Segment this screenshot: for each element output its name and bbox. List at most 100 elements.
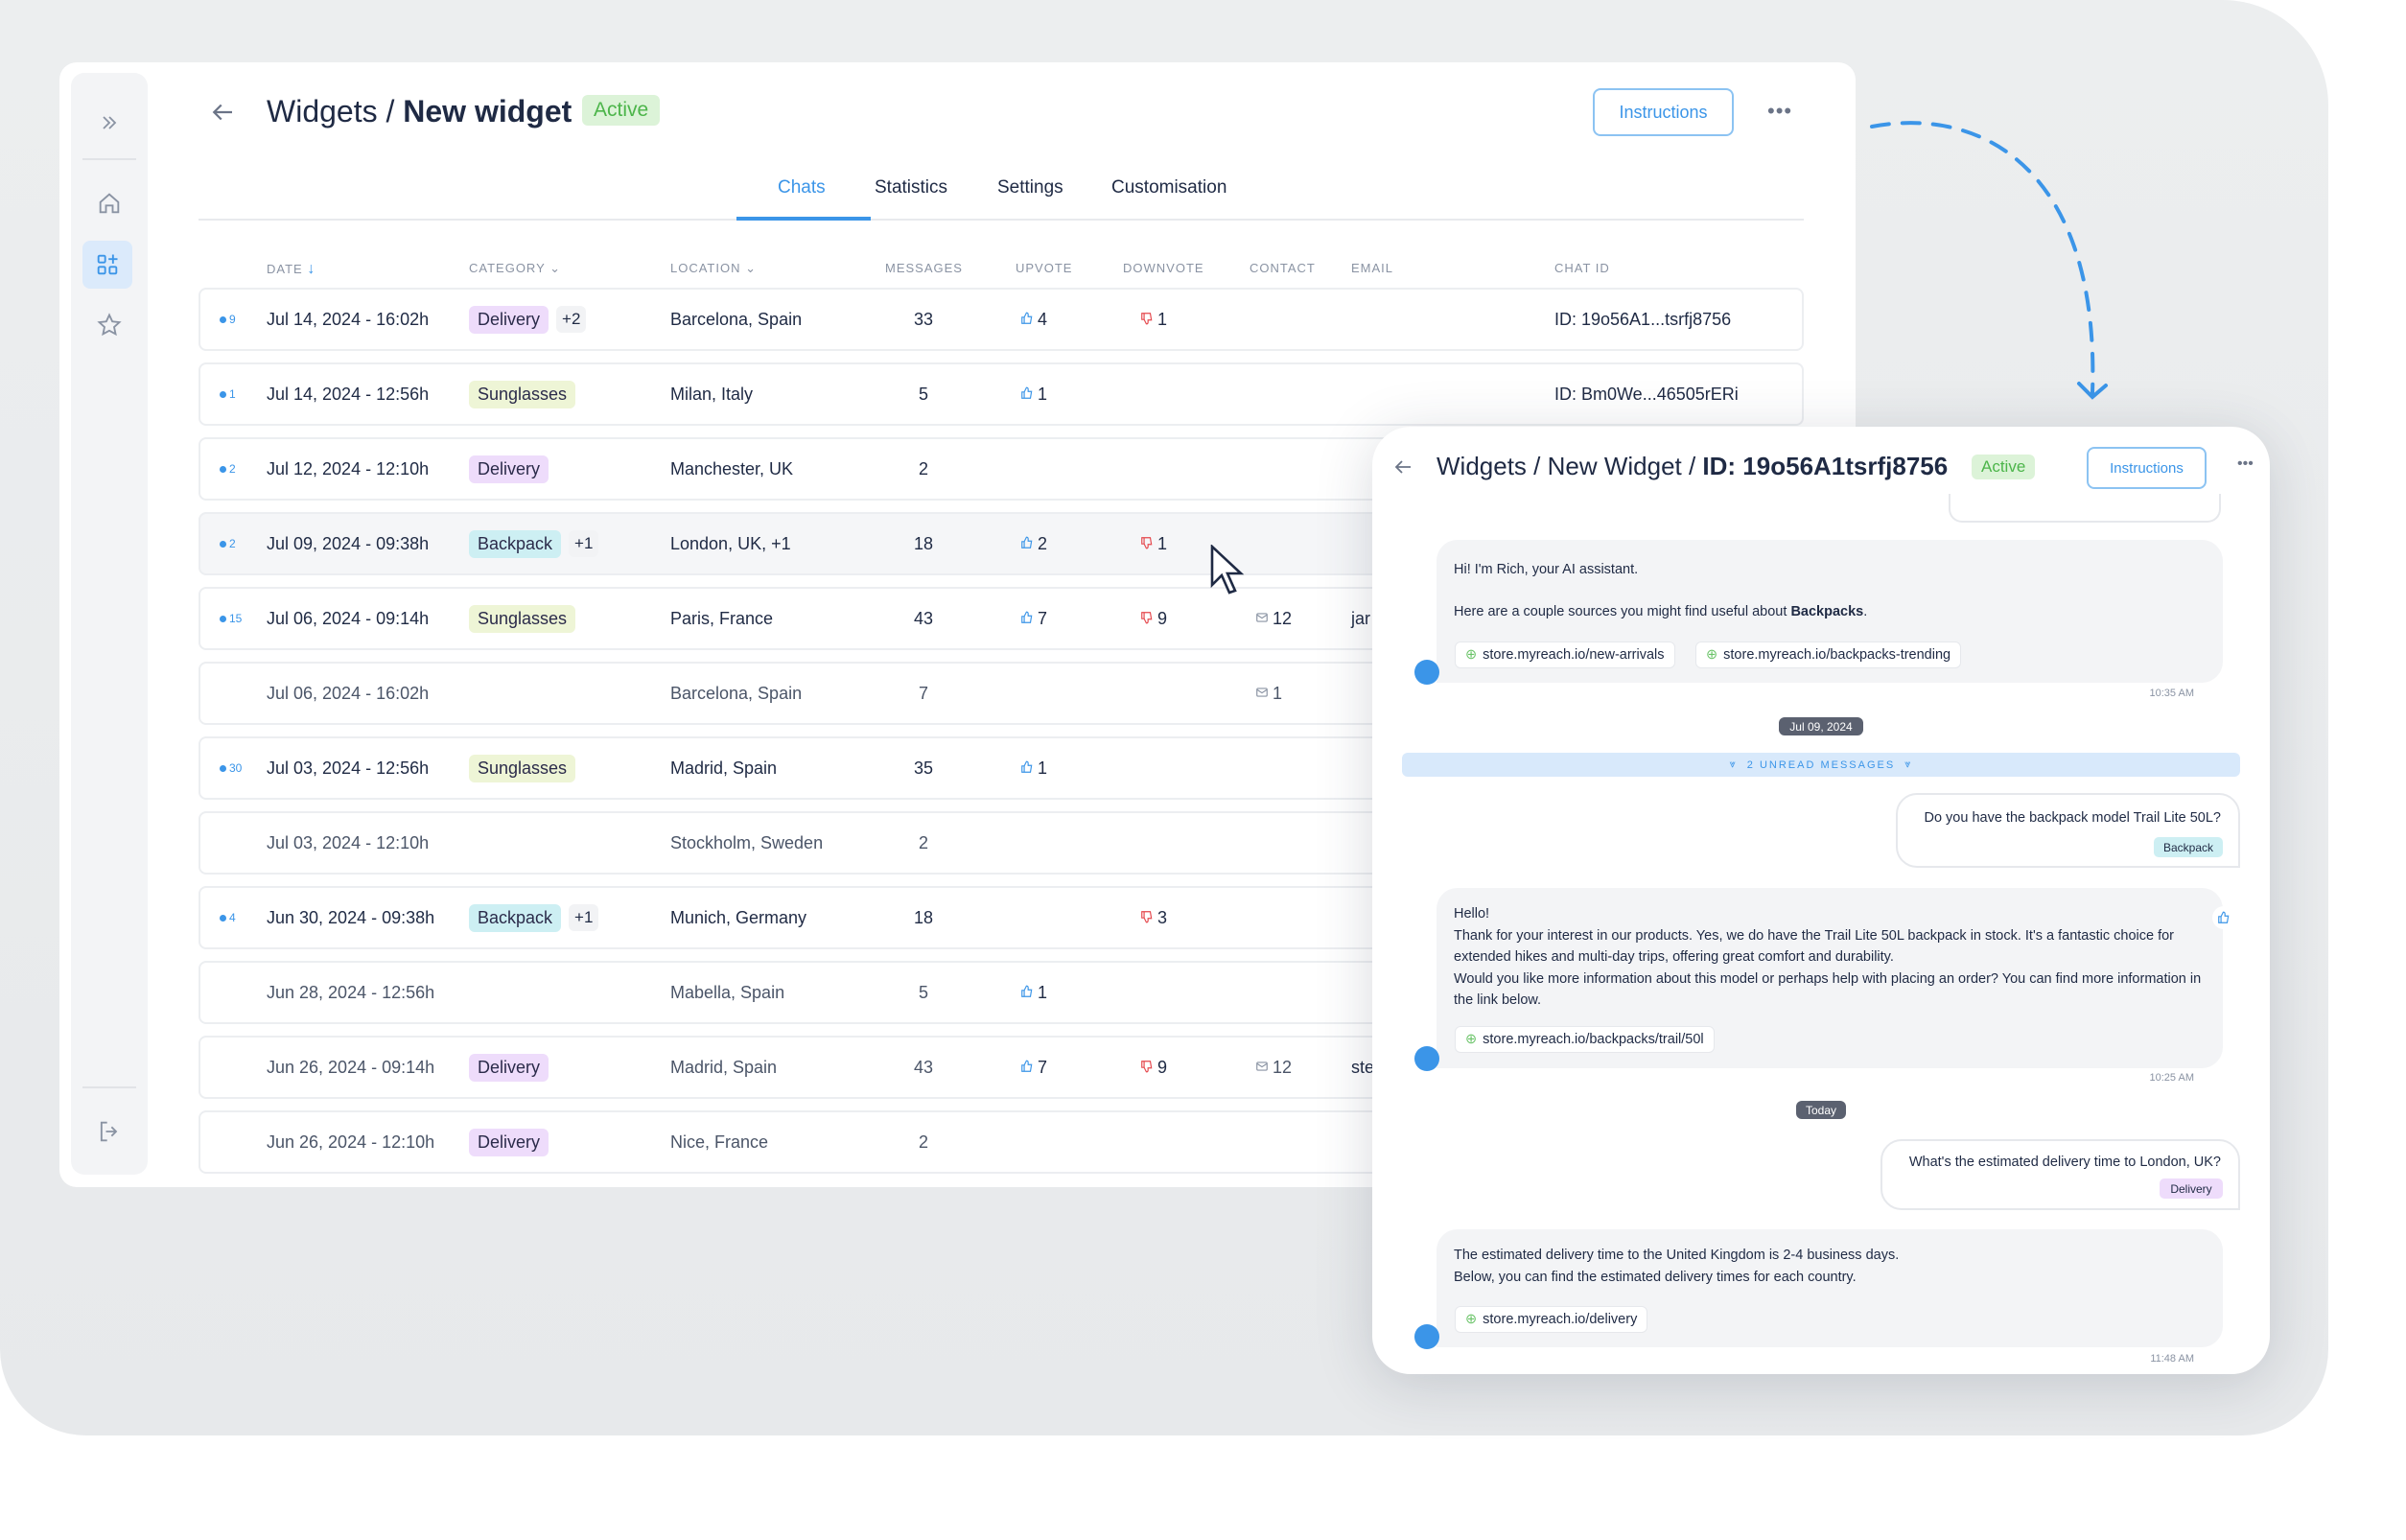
downvote-count: 1 (1157, 533, 1168, 553)
message-count: 5 (918, 982, 928, 1002)
upvote-count: 2 (1038, 533, 1048, 553)
sidebar (71, 73, 148, 1175)
extra-categories-badge[interactable]: +2 (556, 306, 587, 333)
mouse-cursor (1210, 544, 1249, 601)
category-tag: Delivery (2160, 1178, 2223, 1199)
status-badge: Active (1972, 455, 2036, 479)
date-separator: Today (1796, 1101, 1846, 1119)
breadcrumb-current: New widget (403, 94, 572, 128)
chat-date: Jul 03, 2024 - 12:10h (267, 832, 430, 852)
assistant-avatar (1414, 1046, 1439, 1071)
category-tag: Delivery (469, 305, 549, 334)
tabs-divider (199, 219, 1804, 221)
thumbs-up-icon[interactable] (2212, 906, 2235, 929)
unread-count: 9 (220, 290, 236, 349)
logout-icon[interactable] (92, 1114, 127, 1149)
sidebar-divider (82, 1086, 136, 1088)
unread-messages-bar[interactable]: ⩔ 2 UNREAD MESSAGES ⩔ (1402, 753, 2240, 777)
chat-location: Madrid, Spain (670, 758, 778, 778)
tab-customisation[interactable]: Customisation (1111, 177, 1227, 198)
message-count: 43 (913, 1057, 934, 1077)
upvote-count: 4 (1038, 309, 1048, 329)
extra-categories-badge[interactable]: +1 (569, 530, 599, 557)
category-tag: Backpack (2154, 837, 2223, 857)
tab-chats[interactable]: Chats (778, 177, 826, 198)
category-tag: Delivery (469, 1128, 549, 1156)
category-tag: Backpack (469, 903, 562, 932)
thumbs-down-icon (1140, 908, 1154, 928)
chat-date: Jul 06, 2024 - 16:02h (267, 683, 430, 703)
email: jar (1351, 608, 1371, 628)
chevrons-right-icon[interactable] (92, 105, 127, 140)
chat-location: Barcelona, Spain (670, 683, 803, 703)
column-header-date[interactable]: DATE ↓ (267, 261, 316, 277)
tab-statistics[interactable]: Statistics (875, 177, 948, 198)
chevron-down-icon: ⌄ (745, 261, 758, 275)
instructions-button[interactable]: Instructions (1593, 88, 1734, 136)
back-icon[interactable] (208, 98, 237, 131)
chat-id[interactable]: ID: 19o56A1...tsrfj8756 (1554, 309, 1732, 329)
source-link[interactable]: ⊕ store.myreach.io/backpacks-trending (1695, 642, 1962, 668)
upvote-count: 1 (1038, 758, 1048, 778)
chevrons-down-icon: ⩔ (1904, 758, 1913, 770)
upvote-count: 1 (1038, 384, 1048, 404)
table-row[interactable]: 9 Jul 14, 2024 - 16:02h Delivery +2 Barcelon… (199, 288, 1804, 351)
downvote-count: 9 (1157, 608, 1168, 628)
star-icon[interactable] (92, 308, 127, 342)
breadcrumb-parent[interactable]: Widgets / (267, 94, 404, 128)
message-count: 33 (913, 309, 934, 329)
category-tag: Backpack (469, 529, 562, 558)
chat-id[interactable]: ID: Bm0We...46505rERi (1554, 384, 1739, 404)
chevron-down-icon: ⌄ (549, 261, 562, 275)
chat-location: Paris, France (670, 608, 774, 628)
contact-count: 12 (1273, 608, 1293, 628)
chat-location: Nice, France (670, 1132, 769, 1152)
message-count: 18 (913, 907, 934, 927)
chat-detail-panel: Widgets / New Widget / ID: 19o56A1tsrfj8… (1372, 427, 2270, 1374)
more-options-icon[interactable]: ••• (1767, 99, 1793, 123)
unread-count: 4 (220, 888, 236, 947)
unread-count: 15 (220, 589, 242, 648)
column-header-category[interactable]: CATEGORY ⌄ (469, 261, 562, 275)
upvote-count: 7 (1038, 1057, 1048, 1077)
column-header-messages: MESSAGES (885, 261, 963, 275)
chat-location: London, UK, +1 (670, 533, 791, 553)
chat-location: Manchester, UK (670, 458, 794, 478)
instructions-button[interactable]: Instructions (2087, 447, 2207, 489)
chat-date: Jun 30, 2024 - 09:38h (267, 907, 435, 927)
status-badge: Active (582, 95, 661, 126)
thumbs-up-icon (1020, 534, 1034, 554)
chat-date: Jul 09, 2024 - 09:38h (267, 533, 430, 553)
globe-icon: ⊕ (1465, 1032, 1478, 1047)
chat-date: Jul 03, 2024 - 12:56h (267, 758, 430, 778)
upvote-count: 7 (1038, 608, 1048, 628)
thumbs-down-icon (1140, 310, 1154, 330)
sidebar-divider (82, 158, 136, 160)
tab-settings[interactable]: Settings (997, 177, 1063, 198)
previous-message-bubble (1949, 494, 2221, 523)
thumbs-up-icon (1020, 385, 1034, 405)
table-row[interactable]: 1 Jul 14, 2024 - 12:56h Sunglasses Milan, I… (199, 362, 1804, 426)
contact-count: 1 (1273, 683, 1283, 703)
message-count: 43 (913, 608, 934, 628)
more-options-icon[interactable]: ••• (2237, 455, 2254, 472)
thumbs-up-icon (1020, 310, 1034, 330)
source-link[interactable]: ⊕ store.myreach.io/delivery (1455, 1306, 1648, 1333)
extra-categories-badge[interactable]: +1 (569, 904, 599, 931)
unread-count: 1 (220, 364, 236, 424)
message-count: 7 (918, 683, 928, 703)
source-link[interactable]: ⊕ store.myreach.io/backpacks/trail/50l (1455, 1026, 1715, 1053)
message-count: 18 (913, 533, 934, 553)
home-icon[interactable] (92, 186, 127, 221)
thumbs-up-icon (1020, 1058, 1034, 1078)
back-icon[interactable] (1391, 455, 1414, 483)
source-link[interactable]: ⊕ store.myreach.io/new-arrivals (1455, 642, 1675, 668)
column-header-location[interactable]: LOCATION ⌄ (670, 261, 758, 275)
downvote-count: 3 (1157, 907, 1168, 927)
email: ste (1351, 1057, 1375, 1077)
message-count: 2 (918, 458, 928, 478)
category-tag: Delivery (469, 455, 549, 483)
chat-date: Jun 26, 2024 - 09:14h (267, 1057, 435, 1077)
chat-date: Jul 06, 2024 - 09:14h (267, 608, 430, 628)
widgets-icon[interactable] (82, 241, 132, 289)
